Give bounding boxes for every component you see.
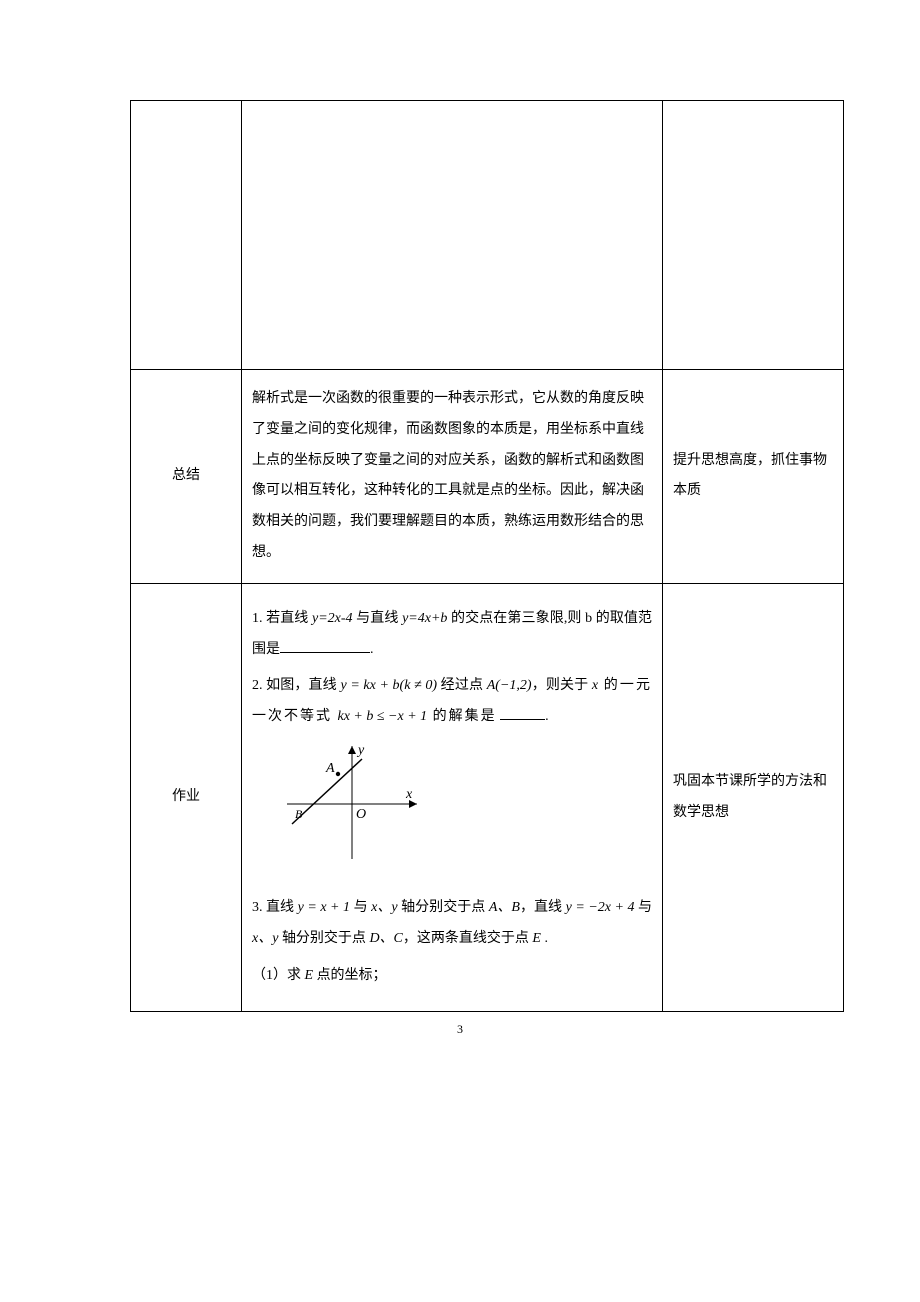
q3s1-suffix: 点的坐标；	[313, 968, 387, 983]
q1-end: .	[370, 642, 374, 657]
q2-pointA: A(−1,2)	[487, 678, 532, 693]
summary-note: 提升思想高度，抓住事物本质	[663, 370, 844, 584]
section-label-homework: 作业	[131, 583, 242, 1012]
cell-empty-left	[131, 101, 242, 370]
q3-DC: D、C	[369, 931, 402, 946]
q1-eq1: y=2x-4	[312, 611, 353, 626]
question-3: 3. 直线 y = x + 1 与 x、y 轴分别交于点 A、B，直线 y = …	[252, 893, 652, 955]
label-y: y	[356, 743, 365, 758]
cell-empty-right	[663, 101, 844, 370]
q2-end: .	[545, 709, 549, 724]
q2-prefix: 2. 如图，直线	[252, 678, 340, 693]
q3-AB: A、B	[489, 900, 520, 915]
q3-end: .	[541, 931, 548, 946]
q2-eq: y = kx + b(k ≠ 0)	[340, 678, 437, 693]
q3-xy2: x、y	[252, 931, 278, 946]
point-a-icon	[336, 772, 340, 776]
q3-xy1: x、y	[371, 900, 397, 915]
table-row: 作业 1. 若直线 y=2x-4 与直线 y=4x+b 的交点在第三象限,则 b…	[131, 583, 844, 1012]
q3s1-prefix: （1）求	[252, 968, 305, 983]
y-arrow-icon	[348, 746, 356, 754]
q2-graph: A B O x y	[282, 739, 432, 869]
q2-mid2: ，则关于	[532, 678, 592, 693]
page: 总结 解析式是一次函数的很重要的一种表示形式，它从数的角度反映了变量之间的变化规…	[0, 0, 920, 1077]
q3-mid6: ，这两条直线交于点	[403, 931, 533, 946]
q2-blank	[500, 705, 545, 720]
q3-mid4: 与	[635, 900, 653, 915]
q3-mid3: ，直线	[520, 900, 566, 915]
homework-note: 巩固本节课所学的方法和数学思想	[663, 583, 844, 1012]
q2-ineq: kx + b ≤ −x + 1	[338, 709, 428, 724]
q3-eq1: y = x + 1	[298, 900, 350, 915]
label-x: x	[405, 787, 413, 802]
q3-mid1: 与	[350, 900, 371, 915]
page-number: 3	[130, 1022, 790, 1037]
homework-content: 1. 若直线 y=2x-4 与直线 y=4x+b 的交点在第三象限,则 b 的取…	[242, 583, 663, 1012]
label-B: B	[295, 807, 303, 821]
q1-blank	[280, 638, 370, 653]
question-1: 1. 若直线 y=2x-4 与直线 y=4x+b 的交点在第三象限,则 b 的取…	[252, 604, 652, 666]
q1-mid1: 与直线	[353, 611, 403, 626]
q2-mid4: 的解集是	[427, 709, 497, 724]
table-row	[131, 101, 844, 370]
q1-text: 1. 若直线	[252, 611, 312, 626]
cell-empty-mid	[242, 101, 663, 370]
section-label-summary: 总结	[131, 370, 242, 584]
q3-prefix: 3. 直线	[252, 900, 298, 915]
q3-mid2: 轴分别交于点	[398, 900, 489, 915]
q2-mid1: 经过点	[437, 678, 487, 693]
table-row: 总结 解析式是一次函数的很重要的一种表示形式，它从数的角度反映了变量之间的变化规…	[131, 370, 844, 584]
q3-mid5: 轴分别交于点	[278, 931, 369, 946]
question-3-sub1: （1）求 E 点的坐标；	[252, 961, 652, 992]
q3-eq2: y = −2x + 4	[566, 900, 635, 915]
q3s1-E: E	[305, 968, 314, 983]
question-2: 2. 如图，直线 y = kx + b(k ≠ 0) 经过点 A(−1,2)，则…	[252, 671, 652, 733]
lesson-table: 总结 解析式是一次函数的很重要的一种表示形式，它从数的角度反映了变量之间的变化规…	[130, 100, 844, 1012]
summary-content: 解析式是一次函数的很重要的一种表示形式，它从数的角度反映了变量之间的变化规律，而…	[242, 370, 663, 584]
label-O: O	[356, 807, 366, 822]
q3-E: E	[532, 931, 541, 946]
q1-eq2: y=4x+b	[402, 611, 447, 626]
label-A: A	[325, 761, 335, 776]
